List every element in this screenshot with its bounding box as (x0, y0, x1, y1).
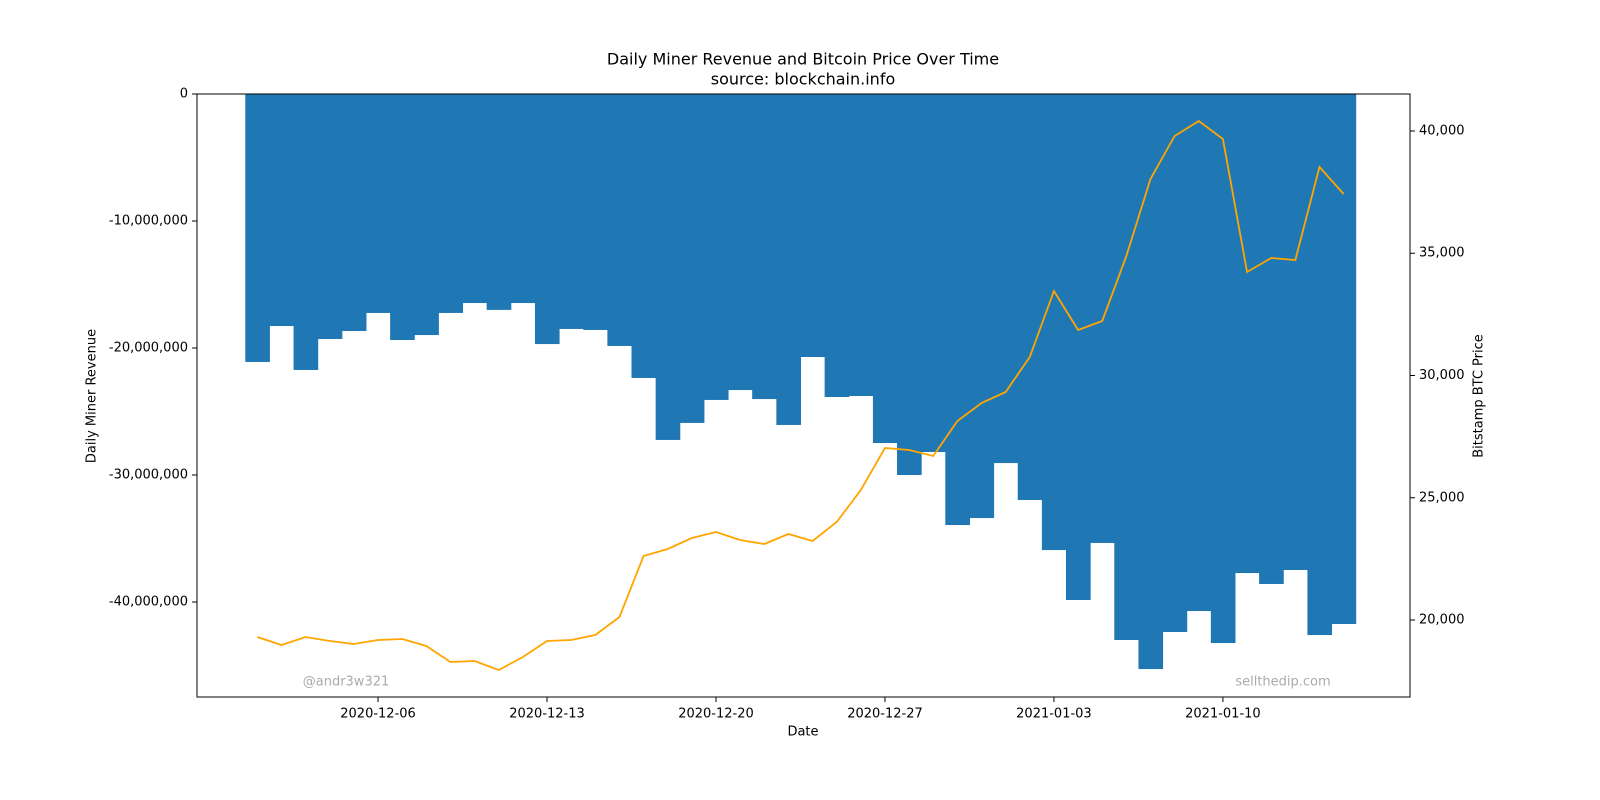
bar (655, 94, 681, 440)
bar (245, 94, 270, 362)
y2-tick-label: 40,000 (1419, 123, 1465, 138)
bar (679, 94, 705, 423)
bar (534, 94, 560, 345)
y-tick-label: -10,000,000 (109, 214, 188, 229)
bar (824, 94, 850, 398)
bar (776, 94, 801, 425)
bar (1259, 94, 1284, 584)
bar (848, 94, 874, 397)
price-line (257, 119, 1345, 671)
bar (607, 94, 633, 346)
bar (559, 94, 584, 329)
bar (462, 94, 488, 304)
bar (800, 94, 826, 358)
bar (390, 94, 415, 341)
x-tick-label: 2020-12-20 (678, 707, 754, 722)
x-tick-label: 2021-01-03 (1016, 707, 1092, 722)
bar (1307, 94, 1333, 636)
bar (921, 94, 946, 453)
bar (728, 94, 753, 391)
y-tick-label: 0 (180, 87, 188, 102)
bar (269, 94, 295, 327)
bar (1066, 94, 1091, 600)
bar (293, 94, 319, 370)
bar (1114, 94, 1139, 640)
x-tick-label: 2020-12-13 (509, 707, 585, 722)
bar (1331, 94, 1357, 624)
chart-subtitle: source: blockchain.info (711, 70, 895, 89)
chart-title: Daily Miner Revenue and Bitcoin Price Ov… (607, 50, 999, 69)
bar (1283, 94, 1308, 570)
bar (945, 94, 970, 526)
x-tick-label: 2020-12-06 (340, 707, 416, 722)
bar (631, 94, 657, 378)
bar (414, 94, 439, 336)
bar (341, 94, 367, 331)
bar (703, 94, 729, 400)
bar (1041, 94, 1067, 551)
x-tick-label: 2021-01-10 (1185, 707, 1261, 722)
bar (1017, 94, 1043, 501)
bar (486, 94, 512, 310)
bar (1234, 94, 1260, 574)
bar (752, 94, 777, 400)
y-tick-label: -40,000,000 (109, 595, 188, 610)
bar (969, 94, 995, 519)
y2-tick-label: 35,000 (1419, 246, 1465, 261)
bar (365, 94, 391, 313)
watermark: @andr3w321 (303, 675, 390, 690)
bar (317, 94, 343, 339)
bar (1210, 94, 1236, 644)
y-axis-label: Daily Miner Revenue (85, 329, 100, 463)
y-tick-label: -30,000,000 (109, 468, 188, 483)
bar (510, 94, 536, 304)
bar (1138, 94, 1164, 670)
y2-tick-label: 20,000 (1419, 613, 1465, 628)
bar (993, 94, 1019, 464)
y2-tick-label: 30,000 (1419, 368, 1465, 383)
bar (872, 94, 898, 443)
plot-frame (196, 93, 1411, 698)
bar (583, 94, 608, 330)
y2-axis-label: Bitstamp BTC Price (1472, 334, 1487, 458)
y2-tick-label: 25,000 (1419, 490, 1465, 505)
x-tick-label: 2020-12-27 (847, 707, 923, 722)
bar (1162, 94, 1188, 632)
bar (1186, 94, 1212, 612)
x-axis-label: Date (787, 725, 818, 740)
watermark: sellthedip.com (1235, 675, 1330, 690)
bar (897, 94, 922, 476)
bar (438, 94, 464, 313)
y-tick-label: -20,000,000 (109, 341, 188, 356)
